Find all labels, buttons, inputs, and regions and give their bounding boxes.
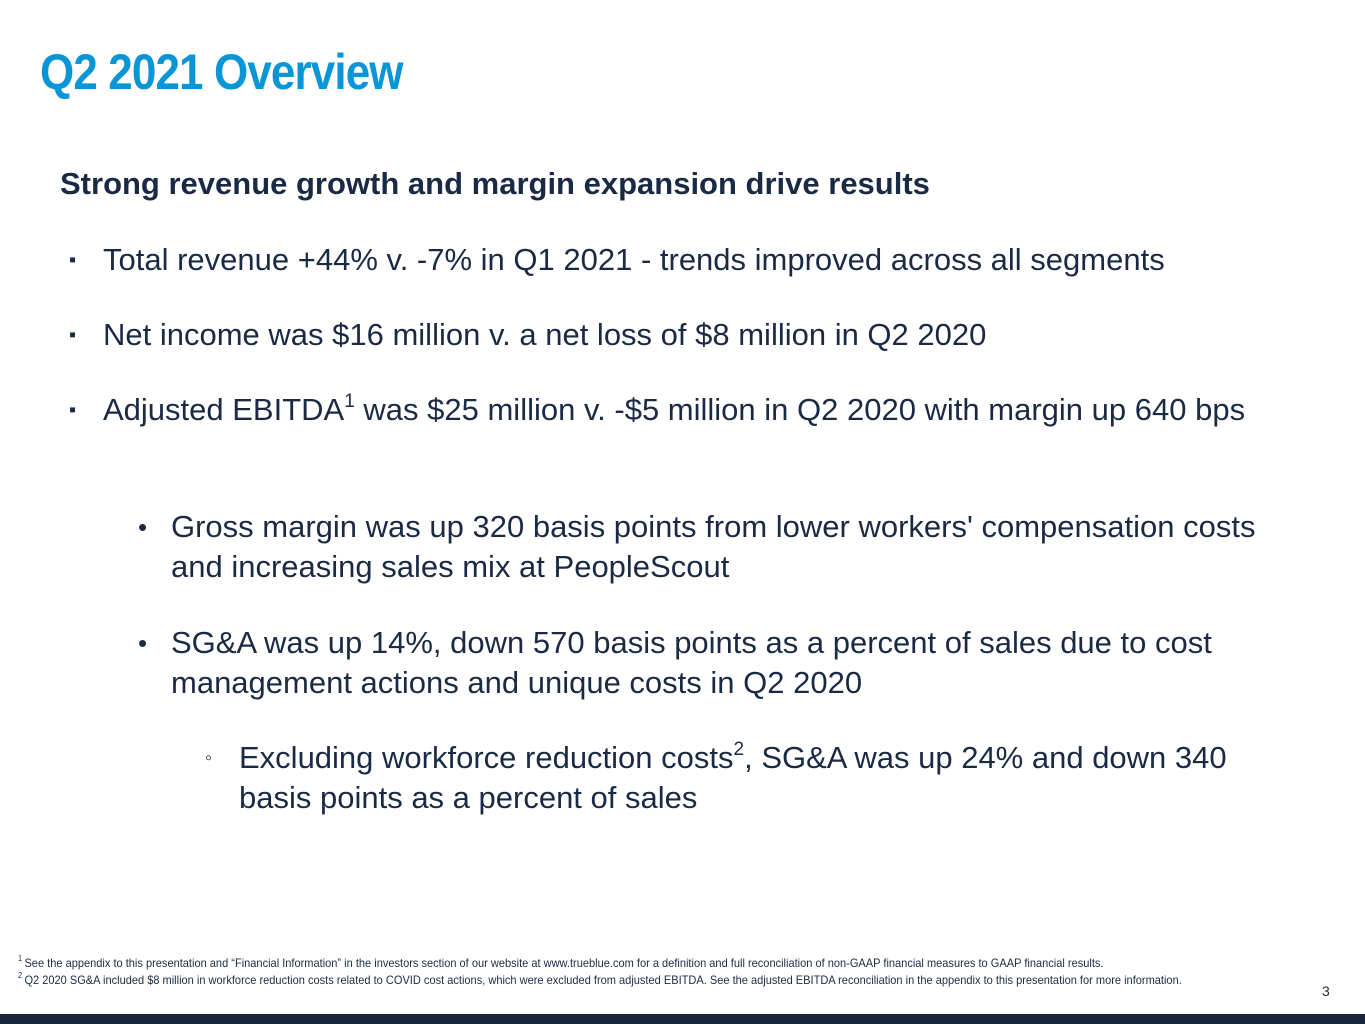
bullet-net-income: ▪ Net income was $16 million v. a net lo… (69, 315, 1333, 355)
dot-bullet-icon: • (138, 628, 148, 658)
slide-subtitle: Strong revenue growth and margin expansi… (60, 166, 930, 201)
footnote-ref-1: 1 (344, 390, 355, 412)
square-bullet-icon: ▪ (69, 324, 77, 346)
subsubbullet-text: Excluding workforce reduction costs2, SG… (239, 738, 1227, 815)
bullet-text: Adjusted EBITDA1 was $25 million v. -$5 … (103, 390, 1246, 427)
footer-bar (0, 1014, 1365, 1024)
subbullet-gross-margin: • Gross margin was up 320 basis points f… (138, 507, 1291, 587)
footnote-1: 1 See the appendix to this presentation … (18, 954, 1104, 971)
subbullet-text: SG&A was up 14%, down 570 basis points a… (171, 625, 1212, 700)
bullet-text: Total revenue +44% v. -7% in Q1 2021 - t… (103, 242, 1165, 277)
footnote-ref-2: 2 (733, 738, 745, 760)
subbullet-text: Gross margin was up 320 basis points fro… (171, 509, 1256, 584)
subsubbullet-workforce: ◦ Excluding workforce reduction costs2, … (205, 738, 1289, 818)
bullet-text: Net income was $16 million v. a net loss… (103, 317, 987, 352)
dot-bullet-icon: • (138, 512, 148, 542)
footnote-2: 2 Q2 2020 SG&A included $8 million in wo… (18, 971, 1182, 988)
slide-title: Q2 2021 Overview (40, 44, 404, 100)
square-bullet-icon: ▪ (69, 399, 77, 421)
bullet-adjusted-ebitda: ▪ Adjusted EBITDA1 was $25 million v. -$… (69, 390, 1318, 430)
subbullet-sga: • SG&A was up 14%, down 570 basis points… (138, 623, 1271, 703)
bullet-total-revenue: ▪ Total revenue +44% v. -7% in Q1 2021 -… (69, 240, 1333, 280)
ring-bullet-icon: ◦ (205, 747, 213, 769)
footnotes: 1 See the appendix to this presentation … (18, 955, 1186, 989)
square-bullet-icon: ▪ (69, 249, 77, 271)
page-number: 3 (1322, 983, 1330, 999)
